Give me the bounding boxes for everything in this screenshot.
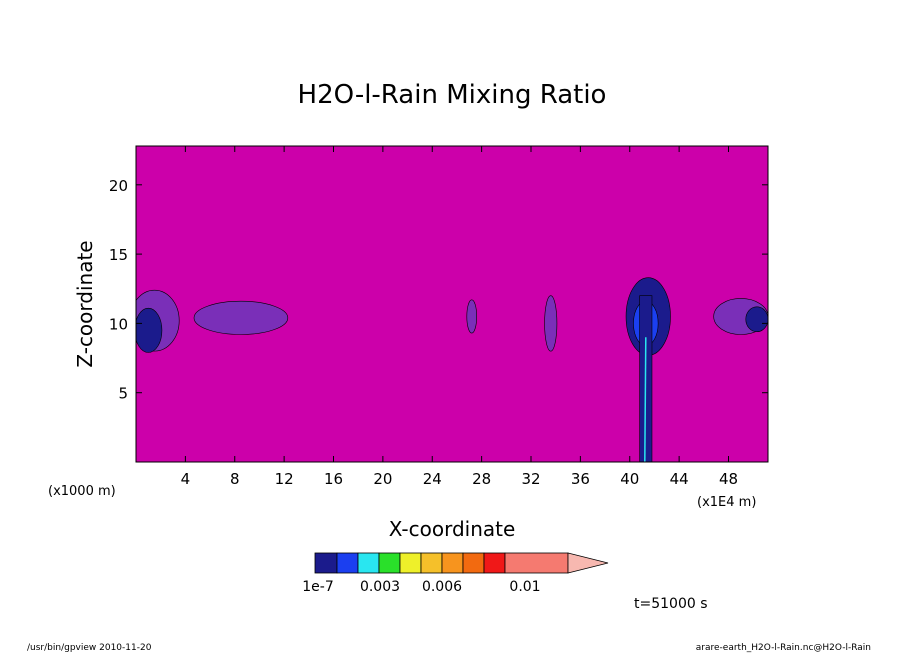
colorbar-cell (462, 552, 485, 574)
colorbar-cell (336, 552, 359, 574)
y-tick-label: 10 (109, 315, 128, 333)
time-label: t=51000 s (634, 596, 708, 612)
contour-region-4 (544, 295, 558, 352)
x-tick-label: 16 (324, 470, 343, 488)
colorbar-extension (567, 552, 609, 574)
contour-region-6 (745, 306, 768, 333)
colorbar-cell (378, 552, 401, 574)
colorbar-cell (420, 552, 443, 574)
colorbar-label: 0.006 (422, 579, 462, 595)
contour-region-2 (193, 300, 289, 335)
footer-left: /usr/bin/gpview 2010-11-20 (27, 643, 152, 653)
y-tick-label: 5 (118, 385, 128, 403)
colorbar-label: 0.01 (509, 579, 540, 595)
colorbar-label: 0.003 (360, 579, 400, 595)
x-axis-label: X-coordinate (389, 517, 516, 541)
colorbar-cell (483, 552, 506, 574)
colorbar-cell (399, 552, 422, 574)
x-tick-label: 40 (620, 470, 639, 488)
contour-region-1 (136, 307, 163, 353)
footer-right: arare-earth_H2O-l-Rain.nc@H2O-l-Rain (695, 643, 871, 653)
colorbar (314, 552, 609, 574)
x-unit-left: (x1000 m) (48, 484, 116, 499)
x-tick-label: 28 (472, 470, 491, 488)
x-tick-label: 24 (423, 470, 442, 488)
x-tick-label: 48 (719, 470, 738, 488)
plot-area (135, 145, 769, 463)
contour-region-3 (466, 299, 477, 334)
colorbar-labels: 1e-7 0.003 0.006 0.01 (302, 579, 540, 595)
y-tick-label: 15 (109, 246, 128, 264)
x-axis-ticks: 4 8 12 16 20 24 28 32 36 40 44 48 (181, 146, 738, 488)
rain-column-core (644, 337, 647, 463)
chart-title: H2O-l-Rain Mixing Ratio (298, 80, 607, 110)
x-tick-label: 8 (230, 470, 240, 488)
colorbar-label: 1e-7 (302, 579, 333, 595)
colorbar-cell (504, 552, 569, 574)
y-tick-label: 20 (109, 177, 128, 195)
colorbar-cell (357, 552, 380, 574)
rain-column (639, 295, 653, 463)
plot-frame (135, 145, 769, 463)
y-axis-ticks: 5 10 15 20 (109, 177, 768, 403)
y-axis-label: Z-coordinate (73, 240, 97, 367)
x-tick-label: 12 (275, 470, 294, 488)
x-tick-label: 44 (670, 470, 689, 488)
x-unit-right: (x1E4 m) (697, 495, 756, 510)
x-tick-label: 4 (181, 470, 191, 488)
colorbar-cell (314, 552, 338, 574)
x-tick-label: 32 (521, 470, 540, 488)
x-tick-label: 20 (373, 470, 392, 488)
colorbar-cell (441, 552, 464, 574)
x-tick-label: 36 (571, 470, 590, 488)
